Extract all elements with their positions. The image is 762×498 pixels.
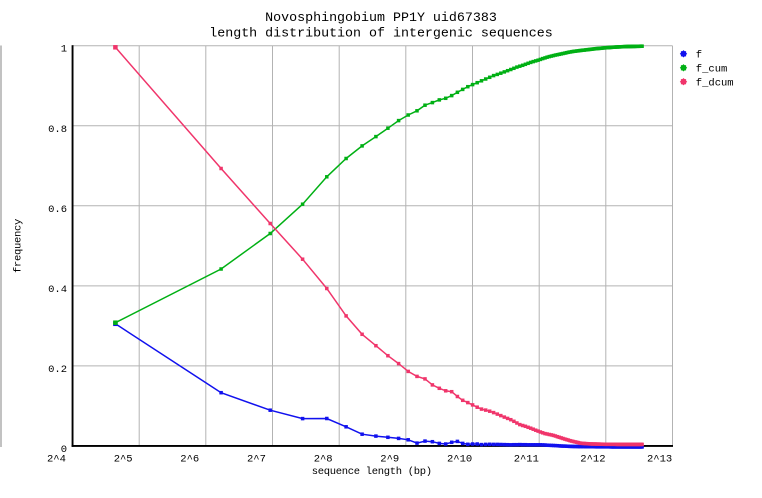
svg-text:sequence length (bp): sequence length (bp) (312, 466, 432, 478)
svg-text:0.8: 0.8 (48, 124, 67, 136)
svg-text:2^5: 2^5 (114, 454, 133, 466)
svg-text:2^9: 2^9 (380, 454, 399, 466)
svg-text:0: 0 (61, 444, 67, 456)
svg-text:0.6: 0.6 (48, 204, 67, 216)
svg-text:Novosphingobium PP1Y uid67383: Novosphingobium PP1Y uid67383 (265, 10, 497, 25)
svg-text:f_dcum: f_dcum (696, 77, 734, 89)
svg-text:2^7: 2^7 (247, 454, 266, 466)
svg-text:0.4: 0.4 (48, 284, 67, 296)
svg-text:2^12: 2^12 (580, 454, 605, 466)
svg-text:2^13: 2^13 (647, 454, 672, 466)
svg-text:0.2: 0.2 (48, 364, 67, 376)
svg-text:f_cum: f_cum (696, 63, 728, 75)
svg-text:2^10: 2^10 (447, 454, 472, 466)
svg-text:f: f (696, 49, 702, 61)
svg-text:1: 1 (61, 44, 67, 56)
svg-text:length distribution of interge: length distribution of intergenic sequen… (209, 26, 553, 41)
svg-text:2^4: 2^4 (47, 454, 66, 466)
svg-text:2^11: 2^11 (514, 454, 539, 466)
svg-text:2^6: 2^6 (180, 454, 199, 466)
svg-text:frequency: frequency (13, 219, 25, 273)
svg-text:2^8: 2^8 (314, 454, 333, 466)
